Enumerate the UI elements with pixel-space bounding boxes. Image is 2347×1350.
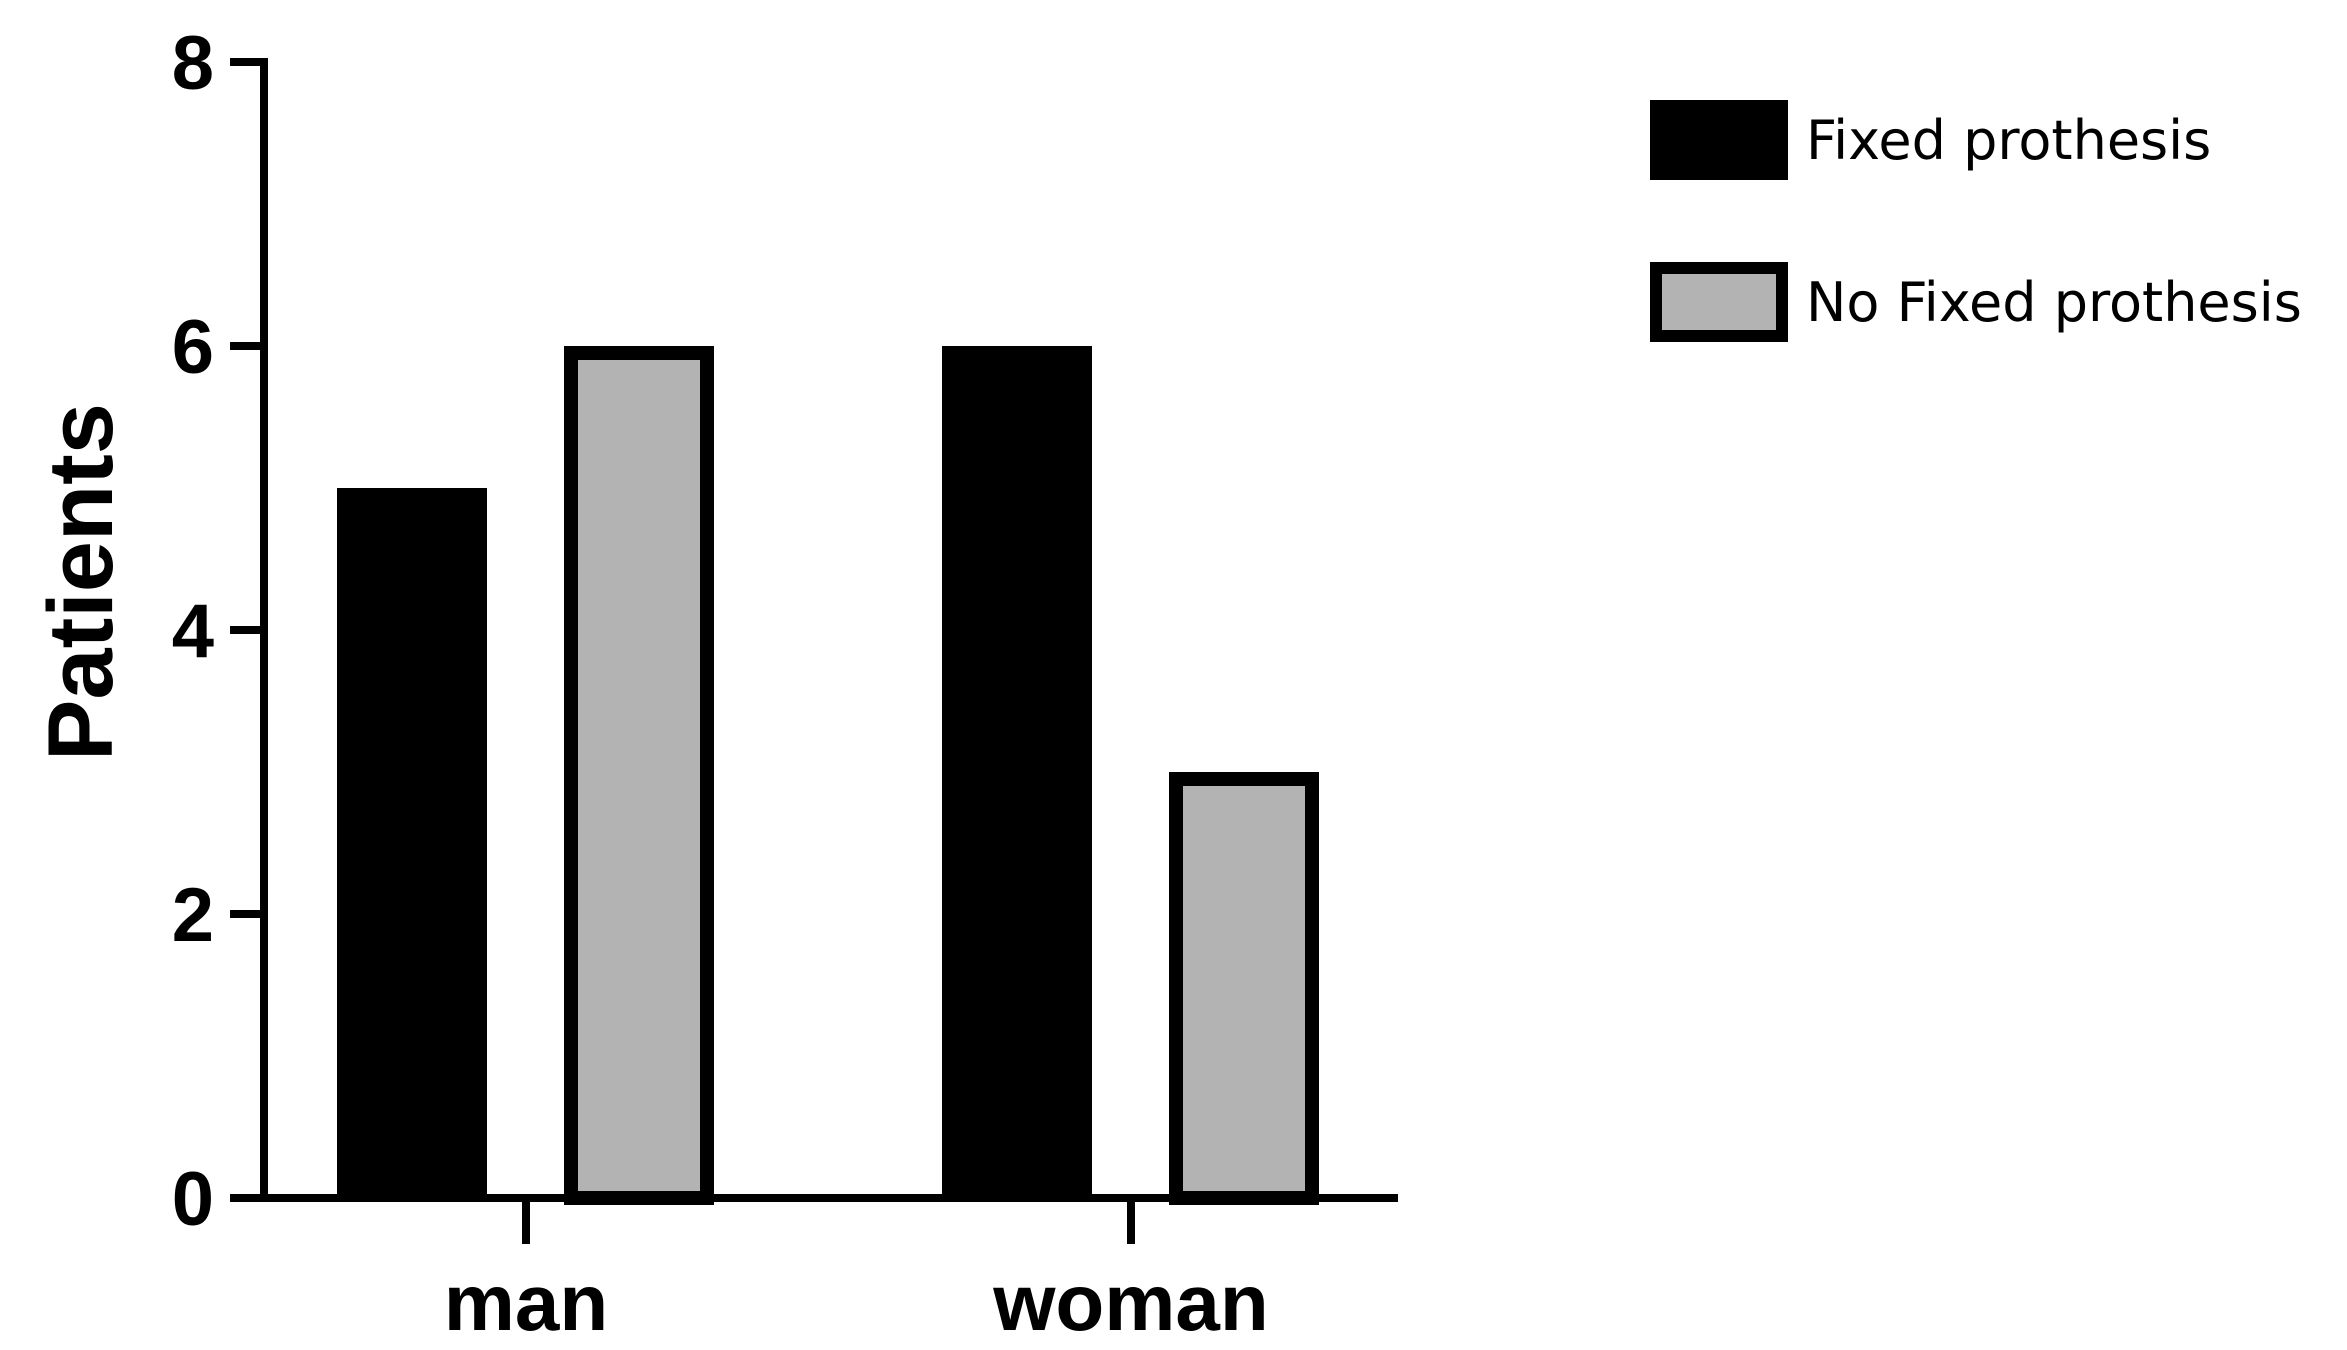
plot-area bbox=[337, 346, 1319, 1205]
y-tick-label: 2 bbox=[172, 873, 214, 958]
bar-woman-fixed bbox=[942, 346, 1092, 1198]
y-tick-label: 8 bbox=[172, 21, 214, 106]
legend-swatch-no-fixed bbox=[1650, 262, 1788, 342]
legend-swatch-fixed bbox=[1650, 100, 1788, 180]
x-axis: man woman bbox=[260, 1194, 1398, 1347]
y-axis-title: Patients bbox=[30, 403, 132, 761]
x-tick-label-woman: woman bbox=[992, 1258, 1269, 1347]
y-tick-label: 6 bbox=[172, 305, 214, 390]
legend-label-no-fixed: No Fixed prothesis bbox=[1806, 271, 2302, 334]
legend-label-fixed: Fixed prothesis bbox=[1806, 109, 2211, 172]
bar-man-fixed bbox=[337, 488, 487, 1198]
y-tick-label: 0 bbox=[172, 1157, 214, 1242]
legend: Fixed prothesis No Fixed prothesis bbox=[1650, 100, 2302, 342]
bar-woman-no-fixed bbox=[1169, 772, 1319, 1205]
y-axis: 0 2 4 6 8 bbox=[172, 21, 268, 1242]
bar-man-no-fixed bbox=[564, 346, 714, 1205]
x-tick-label-man: man bbox=[444, 1258, 609, 1347]
y-tick-label: 4 bbox=[172, 589, 214, 674]
